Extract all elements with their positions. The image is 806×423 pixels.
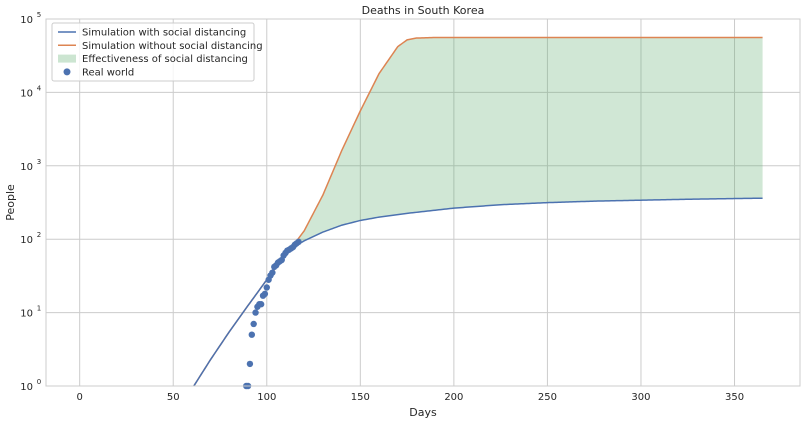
y-tick-label: 10 <box>20 309 33 320</box>
real-world-point <box>269 269 276 276</box>
x-tick-label: 0 <box>76 392 82 403</box>
y-tick-label: 10 <box>20 88 33 99</box>
x-tick-label: 50 <box>167 392 180 403</box>
chart-title: Deaths in South Korea <box>362 4 485 17</box>
legend: Simulation with social distancing Simula… <box>51 22 263 82</box>
y-tick-exponent: 4 <box>37 84 42 92</box>
series-line-with-social-distancing <box>193 197 763 386</box>
real-world-point <box>248 331 256 338</box>
real-world-point <box>261 290 269 298</box>
legend-label-real-world: Real world <box>82 67 134 78</box>
y-tick-exponent: 1 <box>37 305 41 313</box>
y-tick-exponent: 2 <box>37 231 41 239</box>
legend-swatch-real-world <box>63 68 71 76</box>
real-world-point <box>263 284 270 291</box>
x-axis-label: Days <box>409 406 437 419</box>
real-world-point <box>252 309 259 316</box>
plot-frame <box>45 18 801 387</box>
legend-box <box>51 22 255 82</box>
real-world-point <box>257 301 265 308</box>
real-world-point <box>250 320 257 328</box>
legend-label-without-social-distancing: Simulation without social distancing <box>82 41 263 52</box>
y-tick-label: 10 <box>20 382 33 393</box>
legend-label-with-social-distancing: Simulation with social distancing <box>82 28 246 39</box>
y-axis-label: People <box>4 184 17 221</box>
effectiveness-area <box>193 37 763 386</box>
effectiveness-area-layer <box>193 37 763 386</box>
x-tick-label: 350 <box>725 392 744 403</box>
x-tick-label: 300 <box>631 392 650 403</box>
real-world-point <box>246 360 254 368</box>
legend-label-effectiveness: Effectiveness of social distancing <box>82 54 248 65</box>
y-tick-exponent: 3 <box>37 158 41 166</box>
x-axis-ticks: 0 50 100 150 200 250 300 350 <box>76 392 744 403</box>
y-tick-label: 10 <box>20 235 33 246</box>
real-world-point <box>295 238 302 246</box>
y-tick-exponent: 5 <box>37 11 41 19</box>
x-tick-label: 100 <box>257 392 276 403</box>
y-tick-label: 10 <box>20 15 33 26</box>
x-tick-label: 150 <box>351 392 370 403</box>
y-tick-exponent: 0 <box>37 378 41 386</box>
y-axis-ticks: 10 0 10 1 10 2 10 3 10 4 10 5 <box>20 11 42 393</box>
x-tick-label: 200 <box>444 392 463 403</box>
legend-swatch-effectiveness <box>58 54 76 63</box>
real-world-points-layer <box>242 238 302 390</box>
y-tick-label: 10 <box>20 162 33 173</box>
x-tick-label: 250 <box>538 392 557 403</box>
